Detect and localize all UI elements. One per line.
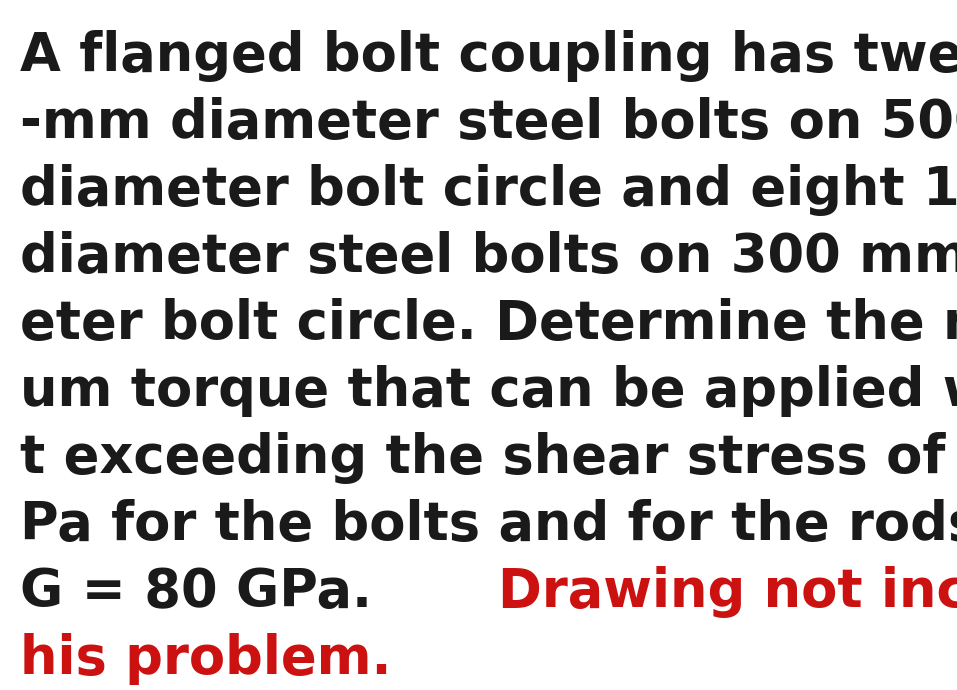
Text: Drawing not included in t: Drawing not included in t [498, 566, 957, 618]
Text: -mm diameter steel bolts on 500 mm: -mm diameter steel bolts on 500 mm [20, 97, 957, 149]
Text: A flanged bolt coupling has twelve 16: A flanged bolt coupling has twelve 16 [20, 30, 957, 82]
Text: diameter bolt circle and eight 12 mm: diameter bolt circle and eight 12 mm [20, 164, 957, 216]
Text: diameter steel bolts on 300 mm diam: diameter steel bolts on 300 mm diam [20, 231, 957, 283]
Text: G = 80 GPa.: G = 80 GPa. [20, 566, 390, 618]
Text: Pa for the bolts and for the rods. Use: Pa for the bolts and for the rods. Use [20, 499, 957, 551]
Text: his problem.: his problem. [20, 633, 391, 685]
Text: eter bolt circle. Determine the maxim: eter bolt circle. Determine the maxim [20, 298, 957, 350]
Text: um torque that can be applied withou: um torque that can be applied withou [20, 365, 957, 417]
Text: t exceeding the shear stress of 60 M: t exceeding the shear stress of 60 M [20, 432, 957, 484]
